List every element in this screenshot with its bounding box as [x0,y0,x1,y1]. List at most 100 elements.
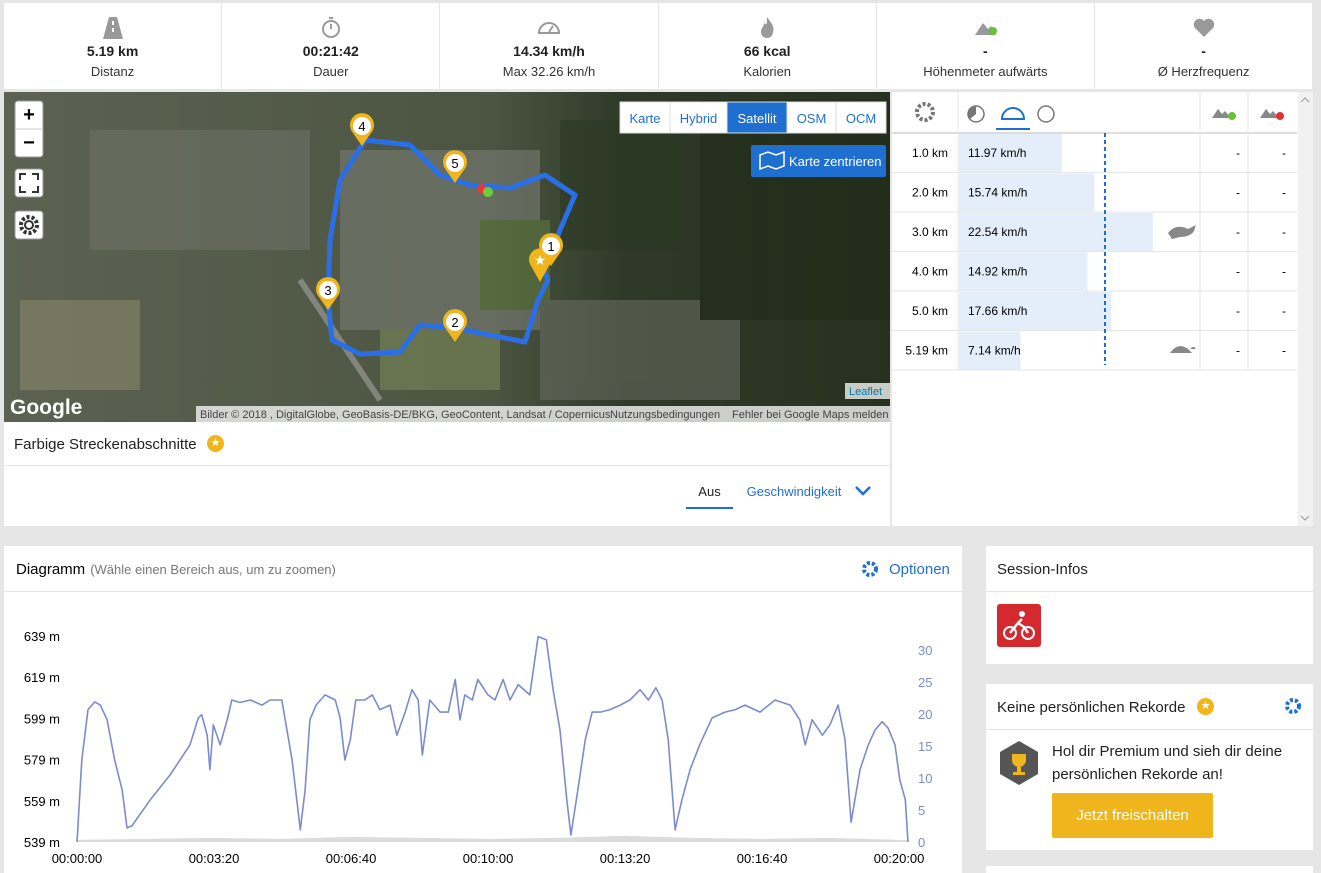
stat-icon [1193,18,1214,37]
terms-link[interactable]: Nutzungsbedingungen [610,409,720,421]
pace-tab-fill [968,106,976,119]
route-marker-face [319,281,337,299]
fastest-icon [1168,225,1196,239]
segment-option[interactable]: Aus [686,484,733,509]
leaflet-link[interactable]: Leaflet [849,386,882,398]
stat-value: 00:21:42 [302,43,359,59]
splits-panel: 1.0 km 11.97 km/h - - 2.0 km 15.74 km/h - - 3.0 … [892,92,1313,526]
segments-title: Farbige Streckenabschnitte [14,436,197,453]
layer-button[interactable] [786,101,837,134]
records-title: Keine persönlichen Rekorde [997,699,1186,716]
stat-value: 66 kcal [743,43,791,59]
stat-icon [102,17,123,39]
layer-label[interactable]: OSM [797,111,827,126]
options-icon[interactable] [862,561,878,577]
split-speed: 17.66 km/h [968,304,1027,318]
split-ascent: - [1236,304,1240,318]
stat-value: - [1201,43,1206,59]
scroll-arrows[interactable] [1300,97,1310,521]
report-link[interactable]: Fehler bei Google Maps melden [732,409,889,421]
ascent-icon [1212,109,1231,118]
map-texture [20,100,890,402]
options-link[interactable]: Optionen [889,561,950,578]
split-distance: 5.19 km [905,343,948,357]
gear-icon [19,215,39,235]
stat-cell: 14.34 km/h Max 32.26 km/h [440,3,659,89]
records-panel: Keine persönlichen Rekorde ★ Hol dir Pre… [986,684,1313,850]
route-marker-face [446,313,464,331]
stat-icon [761,17,774,38]
route-marker-label: 3 [324,283,331,298]
stat-icon [537,22,560,34]
stat-label: Höhenmeter aufwärts [923,64,1048,79]
split-descent: - [1282,146,1286,160]
center-button-label[interactable]: Karte zentrieren [789,154,882,169]
records-settings[interactable] [1284,697,1302,715]
layer-switch: Karte Hybrid Satellit OSM OCM [619,101,887,134]
ascent-dot [1228,112,1236,120]
split-speed: 11.97 km/h [968,146,1026,160]
stat-value: 5.19 km [86,43,139,59]
scrollbar [1298,92,1313,526]
stat-cell: - Ø Herzfrequenz [1095,3,1314,89]
time-tab[interactable] [1037,105,1055,123]
premium-badge: ★ [1197,698,1214,715]
chart-header: Diagramm (Wähle einen Bereich aus, um zu … [16,561,336,578]
leaflet-bg [845,383,890,399]
stat-cell: 66 kcal Kalorien [659,3,877,89]
route-marker-label: 1 [547,239,554,254]
stat-icon [321,17,340,38]
split-distance: 5.0 km [912,304,948,318]
split-descent: - [1282,304,1286,318]
stat-icon [975,23,998,35]
descent-dot [1276,112,1284,120]
segment-option[interactable]: Geschwindigkeit [746,484,842,499]
y-tick-label: 579 m [24,753,60,768]
split-distance: 2.0 km [912,185,948,199]
split-rows: 1.0 km 11.97 km/h - - 2.0 km 15.74 km/h - - 3.0 … [892,92,1297,371]
segments-panel: Farbige Streckenabschnitte ★ Aus Geschwin… [4,422,890,526]
split-descent: - [1282,264,1286,278]
split-distance: 4.0 km [912,264,948,278]
stats-bar: 5.19 km Distanz 00:21:42 Dauer 14.34 km/h Max… [4,3,1314,89]
unlock-button[interactable]: Jetzt freischalten [1052,793,1213,838]
layer-button[interactable] [726,101,788,134]
session-title: Session-Infos [997,561,1088,578]
layer-label[interactable]: Hybrid [680,111,718,126]
layer-label[interactable]: Satellit [737,111,776,126]
y-tick-label: 639 m [24,629,60,644]
speed-tab[interactable] [1000,107,1026,120]
session-panel: Session-Infos [986,546,1313,664]
divider [986,729,1313,730]
attribution: Bilder © 2018 , DigitalGlobe, GeoBasis-D… [200,409,611,421]
settings-icon[interactable] [915,102,935,122]
y-tick-label: 599 m [24,711,60,726]
fullscreen-button[interactable] [14,168,44,198]
split-ascent: - [1236,343,1240,357]
route-marker-label: 4 [358,119,365,134]
stat-label: Distanz [90,64,135,79]
start-point [483,187,493,197]
speed-bar [959,173,1095,212]
dropdown-chevron[interactable] [854,485,872,497]
y2-tick-label: 10 [918,771,932,786]
y-tick-label: 619 m [24,670,60,685]
attribution-bar [196,406,890,422]
y2-tick-label: 20 [918,707,932,722]
layer-label[interactable]: OCM [846,111,876,126]
y2-tick-label: 25 [918,675,932,690]
route-marker-face [353,117,371,135]
zoom-out[interactable]: − [23,132,35,154]
zoom-in[interactable]: + [23,104,35,126]
layer-label[interactable]: Karte [629,111,660,126]
stat-label: Kalorien [743,64,792,79]
route-marker-label: 2 [451,315,458,330]
stat-label: Dauer [313,64,349,79]
stat-value: 14.34 km/h [513,43,585,59]
x-tick-label: 00:20:00 [874,851,925,866]
layer-button[interactable] [835,101,887,134]
next-panel [986,866,1313,873]
stat-label: Ø Herzfrequenz [1157,64,1250,79]
layer-button[interactable] [619,101,671,134]
split-ascent: - [1236,225,1240,239]
